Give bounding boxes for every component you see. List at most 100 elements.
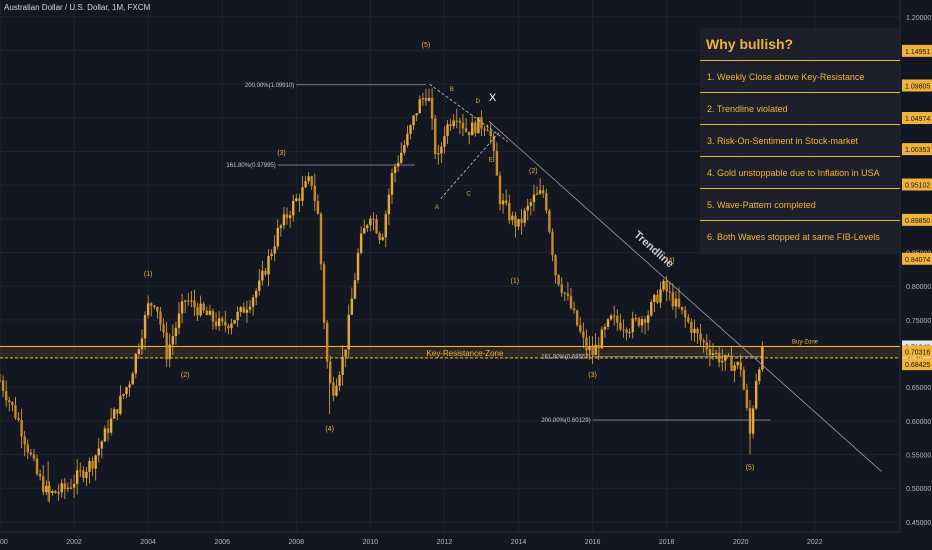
price-tag (902, 112, 932, 125)
candle-body (520, 218, 523, 223)
candle-body (85, 471, 88, 478)
chart-title: Australian Dollar / U.S. Dollar, 1M, FXC… (4, 3, 151, 12)
candle-body (1, 380, 5, 392)
candle-body (625, 329, 628, 333)
candle-body (372, 218, 375, 220)
candle-body (14, 405, 17, 419)
candle-body (156, 306, 159, 312)
candle-body (674, 298, 678, 307)
candle-body (325, 322, 329, 362)
candle-body (332, 382, 335, 396)
candle-body (224, 321, 227, 326)
fib-level-label: 161.80%(0.69557) (541, 355, 590, 361)
candle-body (563, 292, 567, 294)
candle-body (461, 122, 465, 129)
x-tick-label: 2000 (0, 539, 8, 546)
price-tag (902, 44, 932, 57)
candle-body (369, 218, 372, 226)
candle-body (551, 231, 554, 256)
candle-body (248, 306, 252, 310)
candle-body (279, 225, 283, 229)
y-tick-label: 1.20000 (906, 15, 931, 22)
candle-body (63, 483, 67, 489)
candle-body (26, 444, 29, 453)
candle-body (82, 470, 85, 478)
reason-2: 2. Trendline violated (700, 92, 900, 124)
candle-body (619, 322, 622, 330)
candle-body (258, 280, 261, 291)
candle-body (116, 409, 119, 414)
candle-body (761, 346, 764, 370)
candle-body (474, 122, 477, 134)
wave-label: (2) (181, 372, 190, 379)
candle-body (72, 483, 76, 488)
candle-body (8, 400, 11, 403)
y-tick-label: 0.75000 (906, 318, 931, 325)
candle-body (0, 380, 2, 382)
candle-body (193, 300, 196, 308)
price-tag-label: 1.04974 (905, 116, 930, 123)
candle-body (183, 300, 187, 302)
x-tick-label: 2018 (659, 539, 675, 546)
candle-body (153, 305, 156, 307)
candle-body (396, 162, 400, 167)
candle-body (668, 291, 671, 293)
candle-body (504, 200, 508, 203)
candle-body (705, 342, 708, 350)
candle-body (221, 318, 224, 322)
candle-body (356, 252, 360, 281)
candle-body (751, 408, 755, 434)
candle-body (344, 349, 347, 357)
candle-body (313, 185, 317, 201)
candle-body (443, 136, 446, 147)
candle-body (97, 448, 100, 456)
candle-body (545, 193, 548, 211)
candle-body (659, 289, 662, 303)
candle-body (292, 200, 295, 216)
candle-body (693, 328, 696, 333)
candle-body (88, 460, 91, 472)
candle-body (20, 419, 23, 437)
candle-body (508, 202, 511, 221)
x-tick-label: 2010 (363, 539, 379, 546)
candle-body (319, 213, 323, 265)
wave-label: (1) (511, 278, 520, 285)
candle-body (162, 324, 165, 333)
candle-body (288, 215, 292, 218)
y-tick-label: 0.55000 (906, 453, 931, 460)
candle-body (424, 98, 428, 101)
candle-body (205, 310, 208, 315)
candle-body (585, 337, 588, 351)
candle-body (467, 131, 471, 136)
candle-body (140, 338, 144, 350)
candle-body (572, 308, 576, 311)
candle-body (137, 349, 141, 354)
reason-6: 6. Both Waves stopped at same FIB-Levels (700, 220, 900, 252)
candle-body (316, 200, 320, 214)
wave-label: (3) (588, 372, 597, 379)
x-tick-label: 2022 (807, 539, 823, 546)
candle-body (174, 327, 178, 337)
price-tag-label: 1.09805 (905, 83, 930, 90)
candle-body (242, 307, 246, 313)
candle-body (609, 315, 613, 320)
price-tag (902, 252, 932, 265)
x-tick-label: 2016 (585, 539, 601, 546)
candle-body (594, 344, 597, 356)
wave-label: C (466, 191, 471, 197)
candle-body (91, 460, 94, 469)
candle-body (51, 491, 54, 493)
wave-label: (2) (529, 168, 538, 175)
candle-body (362, 228, 366, 234)
candle-body (366, 225, 369, 229)
candle-body (230, 323, 233, 329)
candle-body (523, 210, 526, 223)
candle-body (66, 487, 70, 489)
candle-body (180, 301, 184, 314)
price-tag (902, 79, 932, 92)
candle-body (677, 298, 681, 307)
wave-label: (4) (325, 426, 334, 433)
candle-body (683, 310, 687, 318)
price-tag (902, 178, 932, 191)
